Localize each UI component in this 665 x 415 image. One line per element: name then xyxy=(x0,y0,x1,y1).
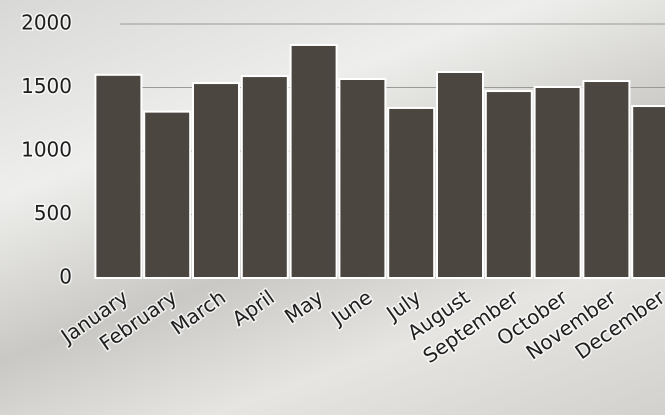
x-tick-label: June xyxy=(325,285,376,331)
bar xyxy=(533,85,582,279)
x-tick-label: May xyxy=(280,285,328,328)
bar xyxy=(338,77,387,279)
bar xyxy=(436,71,484,279)
y-tick-label: 0 xyxy=(59,265,72,289)
y-tick-label: 500 xyxy=(34,201,72,225)
bar xyxy=(143,110,192,279)
bar xyxy=(484,90,533,279)
bar xyxy=(582,80,631,280)
y-tick-label: 1000 xyxy=(21,138,72,162)
y-tick-label: 1500 xyxy=(21,74,72,98)
bar xyxy=(192,82,240,280)
y-tick-label: 2000 xyxy=(21,11,72,35)
bar xyxy=(94,73,143,279)
bar xyxy=(387,106,436,279)
x-tick-label: March xyxy=(166,285,230,340)
bar xyxy=(631,105,665,279)
bar xyxy=(289,43,338,279)
bar xyxy=(240,75,289,279)
x-tick-label: April xyxy=(228,285,279,331)
